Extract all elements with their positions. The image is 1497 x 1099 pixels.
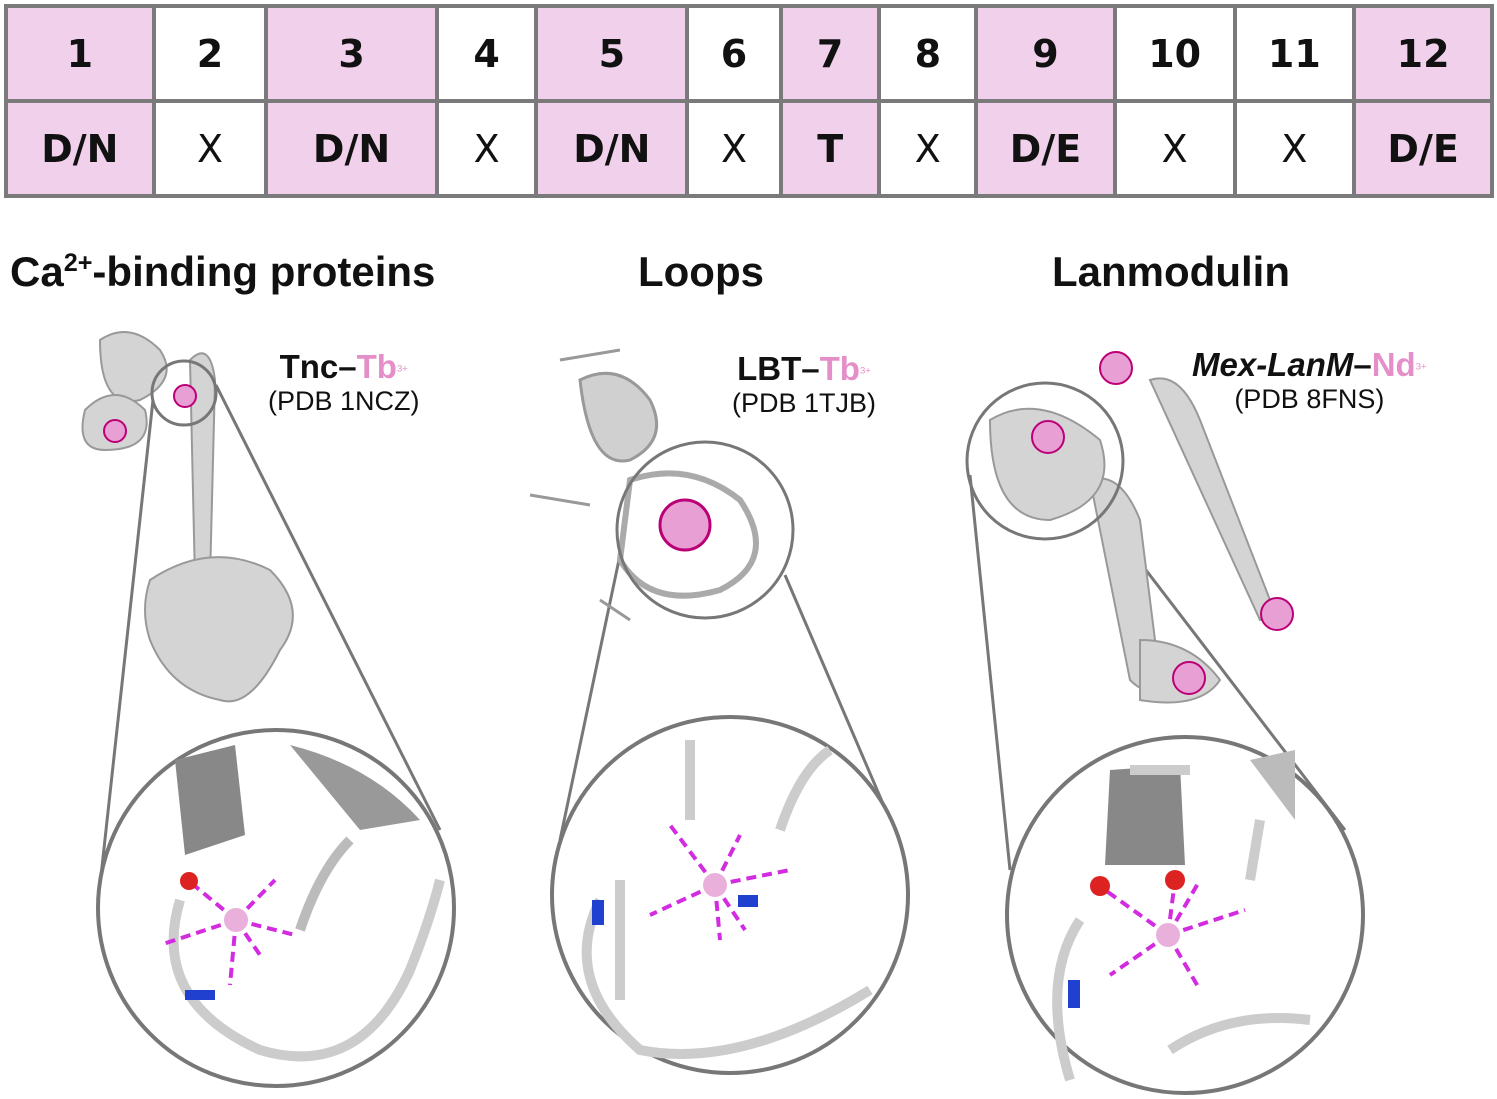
structure-label-lbt: LBT–Tb3+ (PDB 1TJB) — [732, 350, 877, 418]
tnc-structure — [81, 331, 294, 703]
position-cell: 5 — [534, 4, 690, 103]
residue-cell: D/N — [264, 99, 439, 198]
position-cell: 2 — [151, 4, 269, 103]
position-cell: 8 — [877, 4, 979, 103]
residue-cell: D/N — [4, 99, 156, 198]
structure-label-tnc: Tnc–Tb3+ (PDB 1NCZ) — [268, 348, 420, 416]
tnc-binding-site-zoom — [96, 728, 456, 1088]
position-cell: 3 — [264, 4, 439, 103]
zoom-circle-small-lbt — [615, 440, 795, 620]
position-cell: 9 — [974, 4, 1117, 103]
position-cell: 4 — [434, 4, 539, 103]
residue-cell: X — [1232, 99, 1357, 198]
residue-cell: X — [685, 99, 783, 198]
section-title-lanmodulin: Lanmodulin — [1052, 248, 1290, 295]
position-cell: 1 — [4, 4, 156, 103]
position-cell: 7 — [778, 4, 882, 103]
residue-cell: X — [151, 99, 269, 198]
position-cell: 6 — [685, 4, 783, 103]
lanm-binding-site-zoom — [1005, 735, 1365, 1095]
lanm-structure — [988, 351, 1294, 704]
lbt-structure — [529, 348, 759, 622]
zoom-circle-small-tnc — [150, 359, 218, 427]
residue-cell: X — [1112, 99, 1237, 198]
position-cell: 10 — [1112, 4, 1237, 103]
ef-hand-motif-table: 1 2 3 4 5 6 7 8 9 10 11 12 D/N X D/N X D/N X T X D/E X X D/E — [4, 4, 1494, 198]
position-cell: 11 — [1232, 4, 1357, 103]
residue-cell: D/E — [1352, 99, 1494, 198]
residue-cell: D/E — [974, 99, 1117, 198]
zoom-circle-small-lanm — [965, 381, 1125, 541]
residue-cell: T — [778, 99, 882, 198]
section-title-loops: Loops — [638, 248, 764, 295]
residue-cell: X — [877, 99, 979, 198]
structure-label-lanm: Mex-LanM–Nd3+ (PDB 8FNS) — [1192, 346, 1427, 414]
position-row: 1 2 3 4 5 6 7 8 9 10 11 12 — [4, 4, 1494, 103]
residue-cell: D/N — [534, 99, 690, 198]
position-cell: 12 — [1352, 4, 1494, 103]
residue-row: D/N X D/N X D/N X T X D/E X X D/E — [4, 99, 1494, 198]
lbt-binding-site-zoom — [550, 715, 910, 1075]
section-title-ca-binding: Ca2+-binding proteins — [10, 248, 436, 295]
residue-cell: X — [434, 99, 539, 198]
